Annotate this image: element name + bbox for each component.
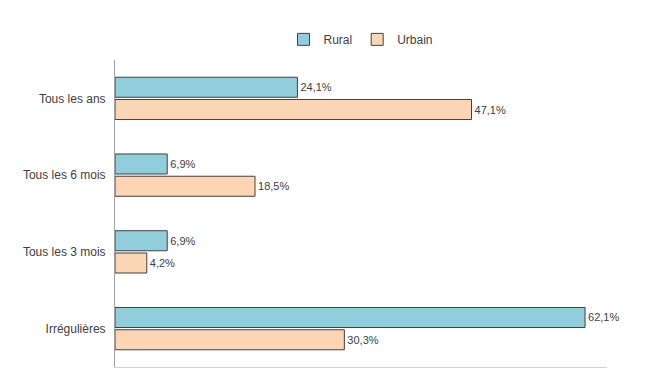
svg-text:6,9%: 6,9% (170, 158, 195, 170)
svg-text:Tous les 3 mois: Tous les 3 mois (23, 245, 106, 259)
svg-text:24,1%: 24,1% (300, 81, 331, 93)
svg-text:18,5%: 18,5% (258, 180, 289, 192)
svg-text:Irrégulières: Irrégulières (46, 322, 106, 336)
svg-text:4,2%: 4,2% (150, 257, 175, 269)
svg-text:Tous les ans: Tous les ans (39, 92, 106, 106)
svg-text:Rural: Rural (324, 33, 353, 47)
svg-text:Urbain: Urbain (397, 33, 432, 47)
svg-text:6,9%: 6,9% (170, 235, 195, 247)
svg-text:62,1%: 62,1% (588, 311, 619, 323)
svg-text:30,3%: 30,3% (347, 334, 378, 346)
svg-text:47,1%: 47,1% (475, 104, 506, 116)
svg-text:Tous les 6 mois: Tous les 6 mois (23, 168, 106, 182)
